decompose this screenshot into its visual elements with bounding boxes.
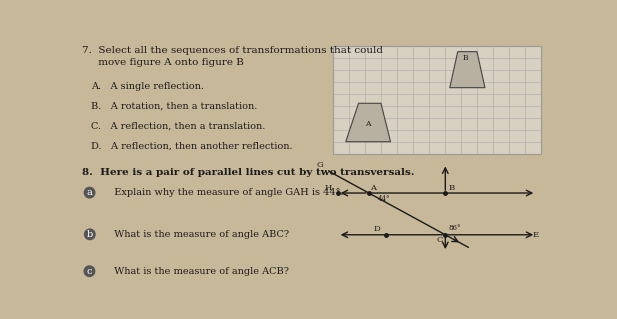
Text: 8.  Here is a pair of parallel lines cut by two transversals.: 8. Here is a pair of parallel lines cut … bbox=[82, 168, 415, 177]
Text: a: a bbox=[86, 188, 93, 197]
Text: c: c bbox=[86, 267, 92, 276]
Text: D.   A reflection, then another reflection.: D. A reflection, then another reflection… bbox=[91, 141, 293, 151]
Text: B: B bbox=[448, 183, 454, 191]
Text: A: A bbox=[371, 183, 376, 191]
Text: 7.  Select all the sequences of transformations that could
     move figure A on: 7. Select all the sequences of transform… bbox=[82, 46, 383, 67]
Text: D: D bbox=[373, 225, 380, 233]
Text: 44°: 44° bbox=[378, 195, 390, 203]
Text: b: b bbox=[86, 230, 93, 239]
Polygon shape bbox=[450, 52, 485, 88]
Text: A.   A single reflection.: A. A single reflection. bbox=[91, 83, 204, 92]
Text: H: H bbox=[325, 183, 332, 191]
Text: What is the measure of angle ACB?: What is the measure of angle ACB? bbox=[108, 267, 289, 276]
Text: A: A bbox=[365, 120, 371, 128]
Text: Explain why the measure of angle GAH is 44°.: Explain why the measure of angle GAH is … bbox=[108, 188, 344, 197]
Text: What is the measure of angle ABC?: What is the measure of angle ABC? bbox=[108, 230, 289, 239]
Text: B.   A rotation, then a translation.: B. A rotation, then a translation. bbox=[91, 102, 258, 111]
Text: C.   A reflection, then a translation.: C. A reflection, then a translation. bbox=[91, 122, 266, 131]
Polygon shape bbox=[346, 103, 391, 142]
Text: G: G bbox=[317, 160, 324, 169]
Text: B: B bbox=[463, 54, 468, 62]
Bar bbox=[333, 46, 541, 154]
Text: 86°: 86° bbox=[448, 224, 461, 232]
Text: E: E bbox=[532, 231, 539, 239]
Text: C: C bbox=[436, 236, 442, 244]
